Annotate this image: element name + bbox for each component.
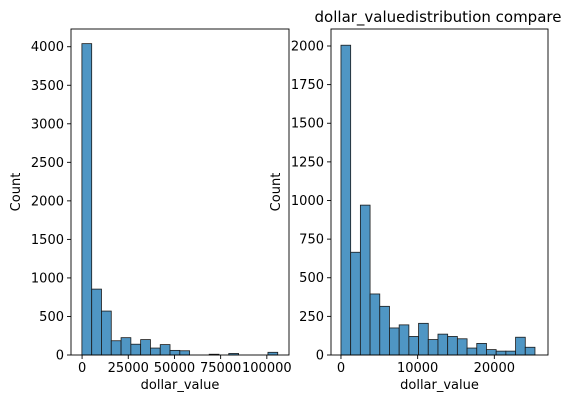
histogram-bar [110, 340, 122, 356]
histogram-bar [486, 349, 497, 356]
histogram-bar [408, 336, 419, 356]
axes-frame [330, 28, 549, 356]
histogram-bar [398, 324, 410, 356]
histogram-bar [495, 350, 507, 356]
histogram-bar [359, 204, 371, 356]
axes-frame [70, 28, 290, 356]
x-tick-label: 75000 [200, 361, 241, 376]
y-tick-label: 1500 [31, 233, 64, 248]
histogram-bar [140, 339, 151, 356]
y-tick-label: 0 [56, 349, 64, 364]
histogram-bar [379, 305, 390, 356]
y-tick-label: 3500 [31, 79, 64, 94]
histogram-bar [437, 333, 449, 356]
y-tick-label: 0 [316, 349, 324, 364]
histogram-bar [369, 293, 381, 356]
histogram-bar [159, 344, 171, 356]
histogram-bar [120, 337, 132, 356]
y-tick-label: 1000 [291, 194, 324, 209]
x-tick-label: 100000 [242, 361, 292, 376]
histogram-bar [476, 343, 487, 356]
right-histogram: 0 10000 20000 0 250 500 750 1000 1250 1500 1750 200… [269, 28, 549, 393]
histogram-bar [418, 322, 429, 356]
histogram-bar [456, 338, 468, 356]
y-tick-label: 3000 [31, 117, 64, 132]
histogram-bar [505, 350, 516, 356]
y-tick-label: 500 [39, 310, 64, 325]
y-axis-label: Count [269, 173, 284, 212]
x-tick-label: 25000 [108, 361, 149, 376]
histogram-bar [340, 44, 352, 356]
y-tick-label: 250 [299, 310, 324, 325]
histogram-bar [179, 350, 191, 356]
y-tick-label: 2500 [31, 156, 64, 171]
y-axis-label: Count [9, 173, 24, 212]
y-tick-label: 1750 [291, 78, 324, 93]
histogram-bar [350, 251, 361, 356]
y-tick-label: 1250 [291, 155, 324, 170]
x-tick-label: 0 [337, 361, 345, 376]
histogram-bar [81, 43, 93, 356]
x-tick-label: 0 [78, 361, 86, 376]
histogram-bar [466, 347, 478, 356]
x-axis-label: dollar_value [400, 378, 479, 393]
y-tick-label: 2000 [31, 194, 64, 209]
y-tick-label: 4000 [31, 40, 64, 55]
histogram-bar [91, 288, 102, 356]
histogram-bar [389, 327, 400, 356]
y-tick-label: 2000 [291, 39, 324, 54]
histogram-bar [101, 310, 112, 356]
left-histogram: 0 25000 50000 75000 100000 0 500 1000 1500 2000 25… [9, 28, 292, 393]
histogram-bar [427, 339, 439, 356]
x-tick-label: 50000 [154, 361, 195, 376]
y-tick-label: 750 [299, 233, 324, 248]
x-axis-label: dollar_value [141, 378, 220, 393]
histogram-bar [150, 347, 161, 356]
y-tick-label: 1500 [291, 117, 324, 132]
y-tick-label: 1000 [31, 271, 64, 286]
x-tick-label: 20000 [474, 361, 515, 376]
x-tick-label: 10000 [397, 361, 438, 376]
y-tick-label: 500 [299, 271, 324, 286]
histogram-bar [169, 349, 181, 356]
histogram-bar [447, 336, 458, 356]
figure-title: dollar_valuedistribution compare [315, 8, 562, 27]
histogram-bar [130, 343, 142, 356]
histogram-bar [515, 336, 526, 356]
histogram-bar [524, 346, 536, 356]
